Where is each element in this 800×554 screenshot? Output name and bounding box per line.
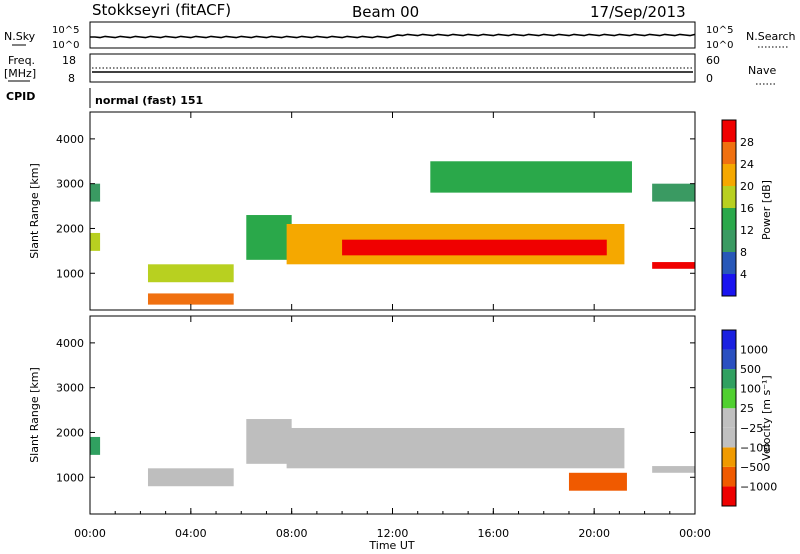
power-echo-band-1 — [90, 183, 101, 202]
power-colorbar-tick: 16 — [740, 202, 754, 215]
power-colorbar-segment — [722, 208, 736, 230]
velocity-colorbar-segment — [722, 427, 736, 448]
freq-right-tick-top: 60 — [706, 54, 720, 67]
y-tick-label: 2000 — [56, 222, 84, 235]
velocity-colorbar-tick: 100 — [740, 383, 761, 396]
time-axis: 00:00 04:00 08:00 12:00 16:00 20:00 00:00 — [74, 112, 711, 540]
velocity-echo-band-4 — [568, 472, 627, 491]
y-tick-label: 3000 — [56, 178, 84, 191]
y-tick-label: 2000 — [56, 426, 84, 439]
x-tick-label: 20:00 — [578, 527, 610, 540]
velocity-colorbar-label: Velocity [m s⁻¹] — [760, 375, 773, 460]
velocity-colorbar-segment — [722, 388, 736, 409]
velocity-colorbar-segment — [722, 486, 736, 506]
y-tick-label: 3000 — [56, 382, 84, 395]
power-colorbar-tick: 24 — [740, 158, 754, 171]
x-tick-label: 00:00 — [679, 527, 711, 540]
power-colorbar-tick: 28 — [740, 136, 754, 149]
beam-title: Beam 00 — [352, 3, 419, 21]
nsky-right-tick-bottom: 10^0 — [706, 40, 733, 51]
power-echo-band-4 — [246, 215, 292, 260]
power-colorbar-segment — [722, 186, 736, 208]
velocity-colorbar-tick: −25 — [740, 422, 763, 435]
power-colorbar-tick: 12 — [740, 224, 754, 237]
power-colorbar-label: Power [dB] — [760, 180, 773, 240]
nave-label: Nave — [748, 64, 776, 77]
velocity-colorbar: 1000 500 100 25 −25 −100 −500 −1000 — [721, 329, 777, 507]
power-colorbar-segment — [722, 274, 736, 296]
freq-left-tick-top: 18 — [62, 54, 76, 67]
nsky-line — [90, 33, 696, 39]
nsky-right-tick-top: 10^5 — [706, 25, 733, 36]
velocity-colorbar-tick: 500 — [740, 363, 761, 376]
power-ylabel: Slant Range [km] — [28, 163, 41, 259]
y-tick-label: 4000 — [56, 133, 84, 146]
nsky-label: N.Sky — [4, 30, 36, 43]
power-echo-band-8 — [652, 262, 695, 269]
velocity-colorbar-tick: −500 — [740, 461, 770, 474]
time-axis-label: Time UT — [368, 539, 414, 552]
x-tick-label: 08:00 — [276, 527, 308, 540]
power-echo-layer — [90, 161, 695, 305]
velocity-y-axis: 1000 2000 3000 4000 — [56, 337, 695, 484]
velocity-colorbar-segment — [722, 330, 736, 350]
power-colorbar: 4 8 12 16 20 24 28 — [721, 119, 754, 297]
power-echo-band-2 — [147, 264, 234, 283]
power-colorbar-segment — [722, 120, 736, 142]
x-tick-label: 04:00 — [175, 527, 207, 540]
freq-label-line2: [MHz] — [4, 67, 36, 80]
freq-label-line1: Freq. — [8, 54, 35, 67]
x-tick-label: 00:00 — [74, 527, 106, 540]
y-tick-label: 1000 — [56, 471, 84, 484]
y-tick-label: 1000 — [56, 267, 84, 280]
velocity-echo-layer — [90, 419, 695, 491]
power-echo-band-9 — [652, 183, 695, 202]
power-colorbar-segment — [722, 230, 736, 252]
date-title: 17/Sep/2013 — [590, 3, 686, 21]
velocity-echo-band-1 — [147, 468, 234, 487]
power-colorbar-tick: 4 — [740, 268, 747, 281]
station-title: Stokkseyri (fitACF) — [92, 1, 231, 19]
freq-right-tick-bottom: 0 — [706, 72, 713, 85]
x-tick-label: 16:00 — [477, 527, 509, 540]
power-y-axis: 1000 2000 3000 4000 — [56, 133, 695, 280]
velocity-ylabel: Slant Range [km] — [28, 367, 41, 463]
nsky-trace — [90, 33, 696, 39]
freq-strip-frame — [89, 53, 696, 83]
x-tick-label: 12:00 — [377, 527, 409, 540]
velocity-colorbar-frame — [721, 329, 737, 507]
nsky-left-tick-top: 10^5 — [52, 25, 79, 36]
power-echo-band-0 — [90, 232, 101, 251]
power-colorbar-segment — [722, 142, 736, 164]
power-colorbar-tick: 8 — [740, 246, 747, 259]
power-colorbar-tick: 20 — [740, 180, 754, 193]
power-colorbar-frame — [721, 119, 737, 297]
power-echo-band-7 — [430, 161, 632, 193]
power-colorbar-segment — [722, 252, 736, 274]
velocity-colorbar-tick: −1000 — [740, 480, 777, 493]
power-echo-band-6 — [342, 239, 607, 256]
velocity-echo-band-0 — [90, 436, 101, 455]
velocity-colorbar-segment — [722, 466, 736, 487]
velocity-colorbar-segment — [722, 349, 736, 370]
velocity-echo-band-5 — [652, 466, 695, 473]
cpid-value: normal (fast) 151 — [95, 94, 203, 107]
velocity-colorbar-tick: −100 — [740, 441, 770, 454]
velocity-colorbar-segment — [722, 408, 736, 428]
velocity-colorbar-tick: 1000 — [740, 344, 768, 357]
velocity-colorbar-segment — [722, 369, 736, 389]
nsky-left-tick-bottom: 10^0 — [52, 40, 79, 51]
power-echo-band-3 — [147, 293, 234, 305]
power-colorbar-segment — [722, 164, 736, 186]
velocity-echo-band-2 — [246, 419, 292, 464]
freq-left-tick-bottom: 8 — [68, 72, 75, 85]
velocity-echo-band-3 — [286, 427, 625, 469]
y-tick-label: 4000 — [56, 337, 84, 350]
nsearch-label: N.Search — [746, 30, 796, 43]
velocity-colorbar-segment — [722, 447, 736, 467]
cpid-label: CPID — [6, 90, 35, 103]
velocity-colorbar-tick: 25 — [740, 402, 754, 415]
